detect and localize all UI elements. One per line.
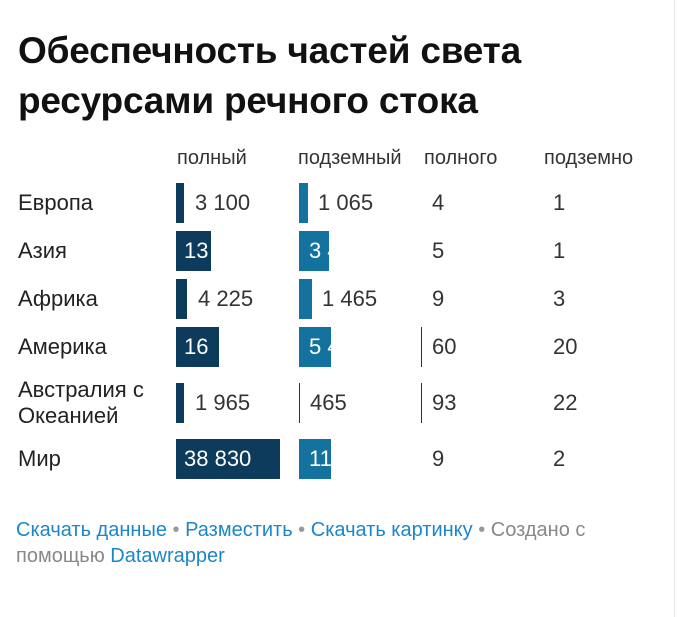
download-data-link[interactable]: Скачать данные	[16, 519, 167, 541]
value-full: 1 965	[195, 390, 251, 415]
column-header-underground: подземный	[298, 147, 402, 169]
value-full: 3 100	[195, 190, 251, 215]
created-with-text: Создано с помощью	[16, 519, 586, 567]
footer-separator: •	[298, 519, 306, 541]
bar-label-clip: 5 480	[299, 327, 331, 367]
bar-label-clip: 38 830	[176, 439, 280, 479]
bar-full	[176, 183, 184, 223]
bar-full-relative	[421, 383, 422, 423]
bar-label-clip: 16	[176, 327, 219, 367]
bar-label-clip: 13	[176, 231, 211, 271]
value-full-relative: 5	[432, 238, 445, 263]
row-label: Европа	[18, 190, 93, 215]
datawrapper-link[interactable]: Datawrapper	[110, 545, 225, 567]
value-underground-relative: 22	[553, 390, 578, 415]
bar-underground	[299, 439, 331, 479]
bar-full	[176, 327, 219, 367]
bar-label-clip: 11	[299, 439, 331, 479]
row-label: Азия	[18, 238, 67, 263]
row-label: Африка	[18, 286, 98, 311]
value-full-relative: 93	[432, 390, 457, 415]
bar-full	[176, 231, 211, 271]
value-full-relative: 4	[432, 190, 445, 215]
value-underground: 1 465	[322, 286, 378, 311]
frame-border	[674, 0, 675, 617]
value-full-relative: 60	[432, 334, 457, 359]
value-underground-relative: 1	[553, 238, 566, 263]
value-underground-relative: 20	[553, 334, 578, 359]
bar-full-relative	[421, 327, 422, 367]
value-underground: 5 480	[309, 334, 331, 359]
bar-underground	[299, 183, 308, 223]
value-full: 16	[184, 334, 209, 359]
value-underground-relative: 3	[553, 286, 566, 311]
value-underground-relative: 2	[553, 446, 566, 471]
download-image-link[interactable]: Скачать картинку	[310, 519, 473, 541]
bar-underground	[299, 279, 312, 319]
footer-separator: •	[172, 519, 180, 541]
row-label: Мир	[18, 446, 61, 471]
value-full: 4 225	[198, 286, 254, 311]
bar-underground	[299, 327, 331, 367]
value-underground: 3 410	[309, 238, 329, 263]
column-header-full-2: полного	[424, 147, 498, 169]
footer-separator: •	[478, 519, 486, 541]
row-label: Австралия с Океанией	[18, 377, 144, 428]
bar-underground	[299, 231, 329, 271]
value-underground-relative: 1	[553, 190, 566, 215]
value-full-relative: 9	[432, 286, 445, 311]
value-full-relative: 9	[432, 446, 445, 471]
chart-footer: Скачать данные • Разместить • Скачать ка…	[16, 517, 666, 569]
column-header-full: полный	[177, 147, 247, 169]
bar-full	[176, 279, 187, 319]
value-underground: 11	[309, 446, 331, 471]
row-label: Америка	[18, 334, 107, 359]
embed-link[interactable]: Разместить	[185, 519, 293, 541]
column-header-underground-2: подземно	[544, 147, 634, 169]
value-underground: 465	[310, 390, 347, 415]
bar-full	[176, 383, 184, 423]
bar-underground	[299, 383, 300, 423]
bar-full	[176, 439, 280, 479]
bar-label-clip: 3 410	[299, 231, 329, 271]
value-underground: 1 065	[318, 190, 374, 215]
chart-title: Обеспечность частей света ресурсами речн…	[18, 30, 521, 121]
value-full: 38 830	[184, 446, 252, 471]
value-full: 13	[184, 238, 209, 263]
